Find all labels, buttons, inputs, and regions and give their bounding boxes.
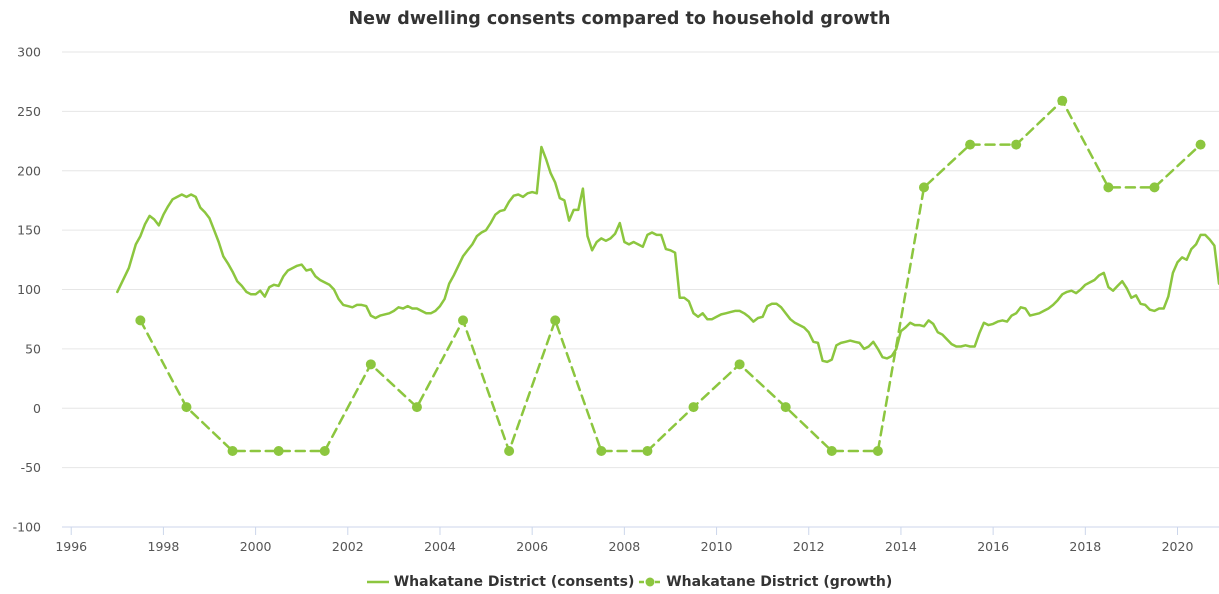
growth-point[interactable] (504, 446, 515, 456)
growth-point[interactable] (596, 446, 607, 456)
growth-point[interactable] (135, 315, 146, 326)
legend: Whakatane District (consents) Whakatane … (0, 574, 1219, 590)
legend-dashed-marker-icon (639, 577, 662, 587)
growth-point[interactable] (1103, 182, 1114, 193)
y-tick-label: 200 (17, 163, 41, 178)
growth-point[interactable] (458, 315, 469, 326)
growth-point[interactable] (642, 446, 653, 456)
growth-point[interactable] (1195, 139, 1206, 150)
legend-label-consents: Whakatane District (consents) (393, 574, 635, 590)
y-tick-label: 0 (33, 401, 41, 416)
series-line-consents[interactable] (116, 145, 1219, 364)
legend-solid-line-icon (366, 580, 389, 584)
growth-point[interactable] (872, 446, 883, 456)
x-axis: 1996 1998 2000 2002 2004 2006 2008 2010 2012 2014… (55, 526, 1219, 554)
growth-point[interactable] (1149, 182, 1160, 193)
y-tick-label: -100 (13, 520, 41, 535)
x-tick-label: 2002 (332, 539, 364, 554)
y-axis: -100 -50 0 50 100 150 200 250 300 (13, 45, 41, 535)
growth-point[interactable] (780, 402, 791, 413)
growth-point[interactable] (734, 359, 745, 370)
legend-item-consents[interactable]: Whakatane District (consents) (366, 574, 635, 590)
x-tick-label: 2016 (977, 539, 1009, 554)
growth-point[interactable] (1011, 139, 1022, 150)
series-layer (116, 95, 1219, 456)
y-tick-label: 300 (17, 45, 41, 60)
growth-point[interactable] (1057, 95, 1068, 106)
growth-point[interactable] (918, 182, 929, 193)
growth-point[interactable] (688, 402, 699, 413)
x-tick-label: 1996 (55, 539, 87, 554)
growth-point[interactable] (319, 446, 330, 456)
x-tick-label: 2018 (1069, 539, 1101, 554)
x-tick-label: 2006 (516, 539, 548, 554)
y-tick-label: 100 (17, 282, 41, 297)
x-tick-label: 2008 (608, 539, 640, 554)
x-tick-label: 2012 (793, 539, 825, 554)
x-tick-label: 2020 (1162, 539, 1194, 554)
y-tick-label: 250 (17, 104, 41, 119)
x-tick-label: 2010 (701, 539, 733, 554)
x-tick-label: 2000 (240, 539, 272, 554)
legend-item-growth[interactable]: Whakatane District (growth) (639, 574, 892, 590)
series-line-growth[interactable] (139, 99, 1202, 453)
y-tick-label: 150 (17, 223, 41, 238)
y-tick-label: 50 (25, 341, 41, 356)
growth-point[interactable] (411, 402, 422, 413)
growth-point[interactable] (273, 446, 284, 456)
growth-point[interactable] (365, 359, 376, 370)
legend-label-growth: Whakatane District (growth) (666, 574, 893, 590)
x-tick-label: 2004 (424, 539, 456, 554)
growth-point[interactable] (826, 446, 837, 456)
growth-point[interactable] (550, 315, 561, 326)
y-tick-label: -50 (21, 460, 41, 475)
growth-point[interactable] (965, 139, 976, 150)
growth-point[interactable] (227, 446, 238, 456)
x-tick-label: 2014 (885, 539, 917, 554)
grid-lines (62, 51, 1219, 469)
growth-point[interactable] (181, 402, 192, 413)
chart-title: New dwelling consents compared to househ… (348, 9, 891, 29)
x-tick-label: 1998 (148, 539, 180, 554)
